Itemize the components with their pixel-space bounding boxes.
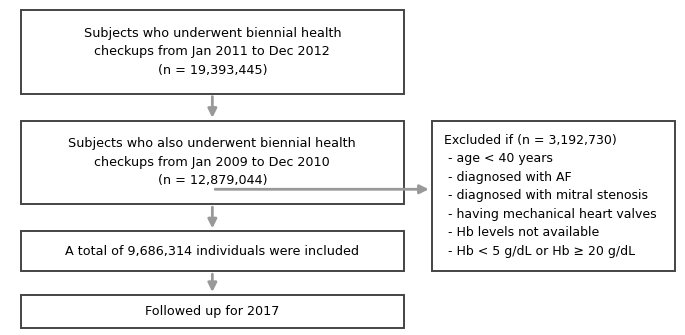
FancyBboxPatch shape xyxy=(432,121,675,271)
FancyBboxPatch shape xyxy=(21,121,404,204)
FancyBboxPatch shape xyxy=(21,10,404,94)
Text: Subjects who underwent biennial health
checkups from Jan 2011 to Dec 2012
(n = 1: Subjects who underwent biennial health c… xyxy=(84,27,341,77)
Text: Subjects who also underwent biennial health
checkups from Jan 2009 to Dec 2010
(: Subjects who also underwent biennial hea… xyxy=(68,137,356,188)
Text: Followed up for 2017: Followed up for 2017 xyxy=(145,305,279,318)
FancyBboxPatch shape xyxy=(21,231,404,271)
FancyBboxPatch shape xyxy=(21,295,404,328)
Text: Excluded if (n = 3,192,730)
 - age < 40 years
 - diagnosed with AF
 - diagnosed : Excluded if (n = 3,192,730) - age < 40 y… xyxy=(444,134,656,258)
Text: A total of 9,686,314 individuals were included: A total of 9,686,314 individuals were in… xyxy=(65,245,360,258)
